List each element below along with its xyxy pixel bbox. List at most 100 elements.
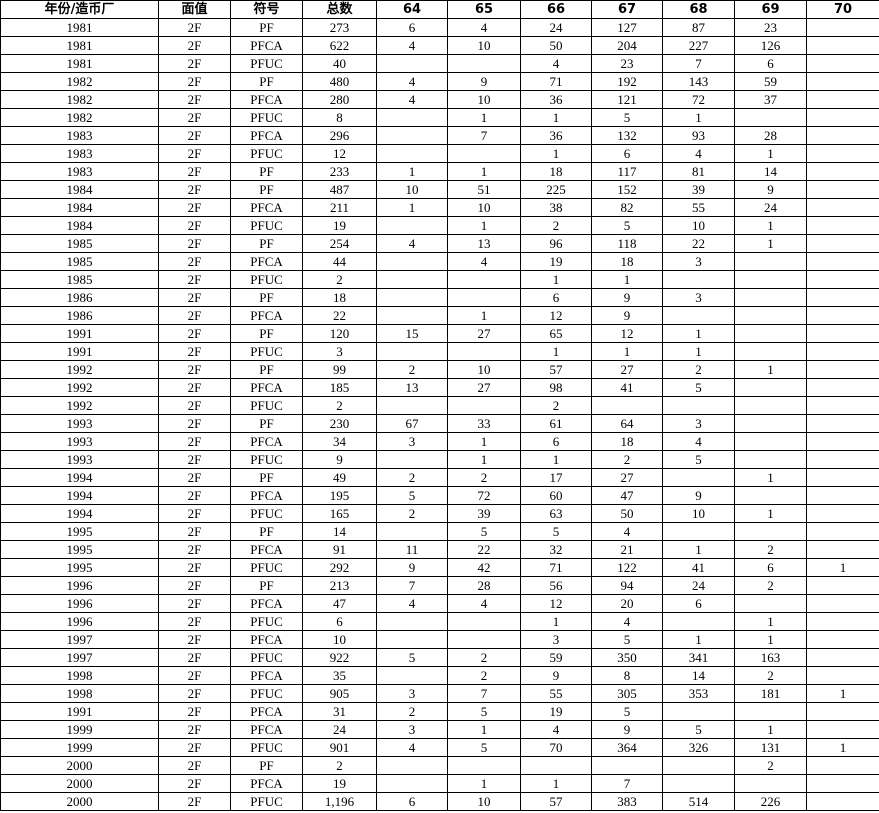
table-cell: 1992 <box>0 378 159 397</box>
table-cell: 19 <box>302 216 377 235</box>
table-cell: 3 <box>662 414 735 433</box>
table-cell: PFUC <box>230 144 303 163</box>
table-cell: 2F <box>158 342 231 361</box>
table-cell: 2F <box>158 108 231 127</box>
table-cell: 1 <box>734 234 807 253</box>
table-cell: 3 <box>376 432 448 451</box>
table-cell <box>734 414 807 433</box>
table-cell: 1997 <box>0 648 159 667</box>
table-cell <box>734 396 807 415</box>
table-cell: 72 <box>662 90 735 109</box>
table-cell: 2F <box>158 612 231 631</box>
table-cell: 49 <box>302 468 377 487</box>
table-cell <box>806 666 879 685</box>
table-cell: 1995 <box>0 540 159 559</box>
table-cell <box>447 270 521 289</box>
table-cell <box>806 90 879 109</box>
table-row: 1985 2F PFUC 2 1 1 <box>0 270 879 289</box>
table-cell: 14 <box>734 162 807 181</box>
table-cell: 1 <box>734 612 807 631</box>
table-cell: PFCA <box>230 774 303 793</box>
table-cell: 1 <box>591 270 663 289</box>
table-cell: 296 <box>302 126 377 145</box>
table-cell <box>806 234 879 253</box>
table-cell <box>376 126 448 145</box>
table-cell: 1 <box>376 198 448 217</box>
table-cell: 120 <box>302 324 377 343</box>
table-cell: 67 <box>376 414 448 433</box>
table-row: 1983 2F PFCA 296 7 36 132 93 28 <box>0 126 879 145</box>
table-cell: 64 <box>591 414 663 433</box>
table-cell: 87 <box>662 18 735 37</box>
table-cell: 195 <box>302 486 377 505</box>
table-cell: 1 <box>447 774 521 793</box>
table-cell <box>806 144 879 163</box>
table-cell: PFUC <box>230 684 303 703</box>
table-cell: 14 <box>662 666 735 685</box>
table-cell: 2F <box>158 288 231 307</box>
table-cell: 19 <box>302 774 377 793</box>
table-cell <box>662 270 735 289</box>
table-cell <box>734 522 807 541</box>
table-cell: 226 <box>734 792 807 811</box>
table-cell: 1 <box>734 504 807 523</box>
table-cell <box>662 612 735 631</box>
table-cell: 9 <box>447 72 521 91</box>
table-cell <box>806 162 879 181</box>
table-cell <box>806 252 879 271</box>
table-cell: PFCA <box>230 198 303 217</box>
table-cell: PF <box>230 288 303 307</box>
table-cell: 1 <box>447 216 521 235</box>
table-cell <box>806 18 879 37</box>
table-cell <box>734 306 807 325</box>
table-cell: PFCA <box>230 36 303 55</box>
table-cell: 383 <box>591 792 663 811</box>
table-cell: PFCA <box>230 432 303 451</box>
table-cell: 2F <box>158 396 231 415</box>
table-cell <box>376 54 448 73</box>
table-cell: 2F <box>158 18 231 37</box>
table-body: 1981 2F PF 273 6 4 24 127 87 23 1981 2F PFCA 622 4 10 50… <box>0 18 879 811</box>
table-cell: 12 <box>520 306 592 325</box>
table-cell: PFUC <box>230 648 303 667</box>
table-row: 1985 2F PFCA 44 4 19 18 3 <box>0 252 879 271</box>
table-cell: 2000 <box>0 756 159 775</box>
table-cell: 1993 <box>0 414 159 433</box>
table-cell: 10 <box>662 504 735 523</box>
table-cell: 24 <box>734 198 807 217</box>
table-row: 1994 2F PFCA 195 5 72 60 47 9 <box>0 486 879 505</box>
table-cell <box>662 468 735 487</box>
table-cell <box>734 270 807 289</box>
table-cell: 4 <box>662 144 735 163</box>
table-cell: 622 <box>302 36 377 55</box>
table-cell <box>806 108 879 127</box>
table-cell: 2F <box>158 126 231 145</box>
table-cell: 1991 <box>0 342 159 361</box>
table-cell <box>734 450 807 469</box>
table-cell <box>734 252 807 271</box>
table-cell: PF <box>230 522 303 541</box>
table-cell: PFUC <box>230 216 303 235</box>
table-cell: 6 <box>591 144 663 163</box>
table-cell: 18 <box>302 288 377 307</box>
table-cell: 2F <box>158 468 231 487</box>
table-cell: 905 <box>302 684 377 703</box>
table-cell: 254 <box>302 234 377 253</box>
table-cell <box>447 54 521 73</box>
table-cell <box>520 756 592 775</box>
table-cell <box>806 702 879 721</box>
table-cell: 1 <box>734 216 807 235</box>
table-cell: PFCA <box>230 594 303 613</box>
table-cell: 3 <box>662 252 735 271</box>
table-cell <box>806 756 879 775</box>
table-cell: 1982 <box>0 72 159 91</box>
table-row: 1996 2F PFUC 6 1 4 1 <box>0 612 879 631</box>
table-cell: 4 <box>376 738 448 757</box>
table-cell: 1981 <box>0 36 159 55</box>
table-row: 1999 2F PFCA 24 3 1 4 9 5 1 <box>0 720 879 739</box>
table-cell: 9 <box>302 450 377 469</box>
table-row: 1983 2F PFUC 12 1 6 4 1 <box>0 144 879 163</box>
table-cell: PF <box>230 414 303 433</box>
table-cell: 28 <box>447 576 521 595</box>
